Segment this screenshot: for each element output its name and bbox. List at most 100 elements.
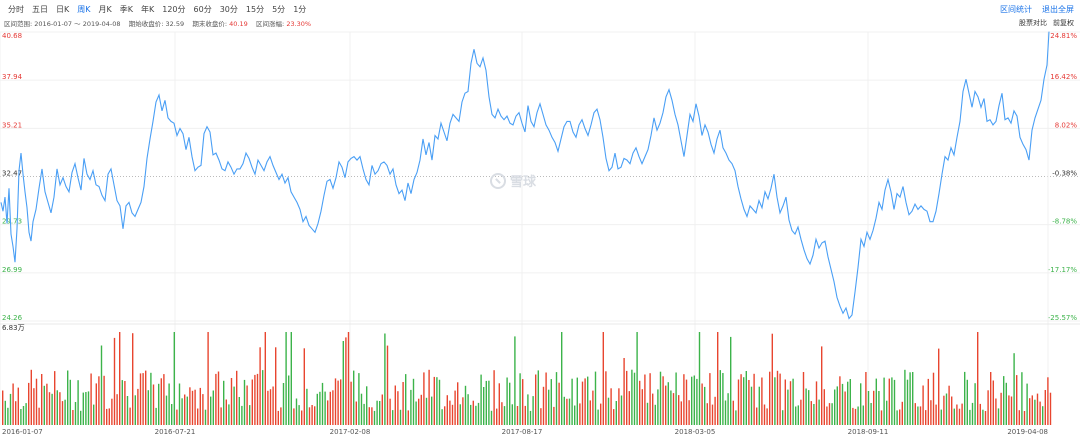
volume-bar <box>665 385 667 425</box>
compare-button[interactable]: 股票对比 <box>1019 19 1047 27</box>
volume-bar <box>992 380 994 425</box>
volume-bar <box>2 390 4 425</box>
range-info: 区间范围: 2016-01-07 ～ 2019-04-08 期始收盘价: 32.… <box>4 19 311 29</box>
volume-bar <box>350 381 352 425</box>
tab-11[interactable]: 5分 <box>272 5 286 14</box>
volume-bar <box>454 390 456 425</box>
y-right-tick: 16.42% <box>1050 73 1077 81</box>
range-change-value: 23.30% <box>286 20 312 28</box>
volume-bar <box>766 408 768 425</box>
tab-5[interactable]: 季K <box>119 5 133 14</box>
y-right-tick: -25.57% <box>1048 314 1078 322</box>
volume-bar <box>857 406 859 425</box>
volume-bar <box>381 394 383 425</box>
volume-bar <box>334 378 337 425</box>
tab-8[interactable]: 60分 <box>193 5 212 14</box>
tab-2[interactable]: 日K <box>56 5 70 14</box>
watermark-text: 雪球 <box>510 175 537 190</box>
volume-bar <box>15 401 17 425</box>
volume-bar <box>628 391 630 425</box>
volume-bar <box>329 391 331 425</box>
volume-bar <box>795 406 797 425</box>
volume-bar <box>160 378 162 425</box>
volume-bar <box>4 400 6 425</box>
volume-bar <box>241 405 243 425</box>
volume-bar <box>945 393 948 425</box>
volume-bar <box>678 395 680 425</box>
volume-bar <box>956 404 958 425</box>
volume-bar <box>940 409 942 425</box>
adjust-button[interactable]: 前复权 <box>1053 19 1074 27</box>
volume-bar <box>641 389 643 425</box>
volume-bar <box>407 410 409 425</box>
volume-bar <box>485 380 487 425</box>
y-right-tick: -0.38% <box>1052 170 1077 178</box>
tab-12[interactable]: 1分 <box>293 5 307 14</box>
exit-fullscreen-button[interactable]: 退出全屏 <box>1042 5 1074 14</box>
volume-bar <box>506 377 508 425</box>
volume-bar <box>925 410 927 425</box>
tab-6[interactable]: 年K <box>141 5 155 14</box>
volume-bar <box>524 405 526 425</box>
volume-bar <box>691 376 693 425</box>
volume-bar <box>67 370 69 425</box>
volume-bar <box>428 369 430 425</box>
volume-bar <box>657 389 659 425</box>
volume-bar <box>743 377 745 425</box>
volume-bar <box>964 371 966 425</box>
volume-bar <box>87 391 90 425</box>
tab-10[interactable]: 15分 <box>245 5 265 14</box>
tab-7[interactable]: 120分 <box>162 5 186 14</box>
volume-bar <box>831 403 833 425</box>
volume-bar <box>233 386 235 425</box>
volume-bar <box>51 393 53 425</box>
volume-bar <box>251 379 253 425</box>
volume-bar <box>587 376 589 425</box>
y-right-tick: -8.78% <box>1052 218 1077 226</box>
volume-bar <box>7 407 9 425</box>
volume-bar <box>730 336 732 425</box>
volume-bar <box>490 410 493 425</box>
tab-3[interactable]: 周K <box>77 5 91 14</box>
volume-bar <box>150 372 152 425</box>
start-close-value: 32.59 <box>165 20 185 28</box>
volume-bar <box>626 370 628 425</box>
volume-bar <box>709 373 711 425</box>
volume-bar <box>43 385 45 425</box>
volume-bar <box>108 408 110 425</box>
volume-bar <box>579 403 581 425</box>
tab-0[interactable]: 分时 <box>8 5 24 14</box>
volume-bar <box>1049 392 1052 425</box>
volume-bar <box>509 382 511 425</box>
volume-bar <box>191 390 194 425</box>
volume-bar <box>503 406 506 425</box>
tab-1[interactable]: 五日 <box>32 5 48 14</box>
tab-9[interactable]: 30分 <box>219 5 238 14</box>
volume-bar <box>592 390 594 425</box>
volume-bar <box>542 386 545 425</box>
volume-bar <box>228 404 230 425</box>
volume-bar <box>862 405 864 425</box>
volume-bar <box>1010 396 1013 425</box>
volume-bar <box>511 404 513 425</box>
volume-bar <box>958 408 961 425</box>
volume-bar <box>891 377 893 425</box>
volume-bar <box>186 396 188 425</box>
range-stats-button[interactable]: 区间统计 <box>1000 5 1032 14</box>
volume-bar <box>769 371 771 425</box>
volume-bar <box>771 333 773 425</box>
volume-bar <box>1000 392 1002 425</box>
y-left-tick: 29.73 <box>2 218 22 226</box>
volume-bar <box>537 370 539 425</box>
volume-bar <box>839 376 841 425</box>
volume-bar <box>813 404 815 425</box>
volume-bar <box>415 401 417 425</box>
volume-bar <box>782 410 784 425</box>
tab-4[interactable]: 月K <box>98 5 112 14</box>
volume-bar <box>12 383 14 425</box>
volume-bar <box>106 408 108 425</box>
volume-bar <box>210 396 212 425</box>
volume-bar <box>841 383 844 425</box>
volume-bar <box>178 383 181 425</box>
